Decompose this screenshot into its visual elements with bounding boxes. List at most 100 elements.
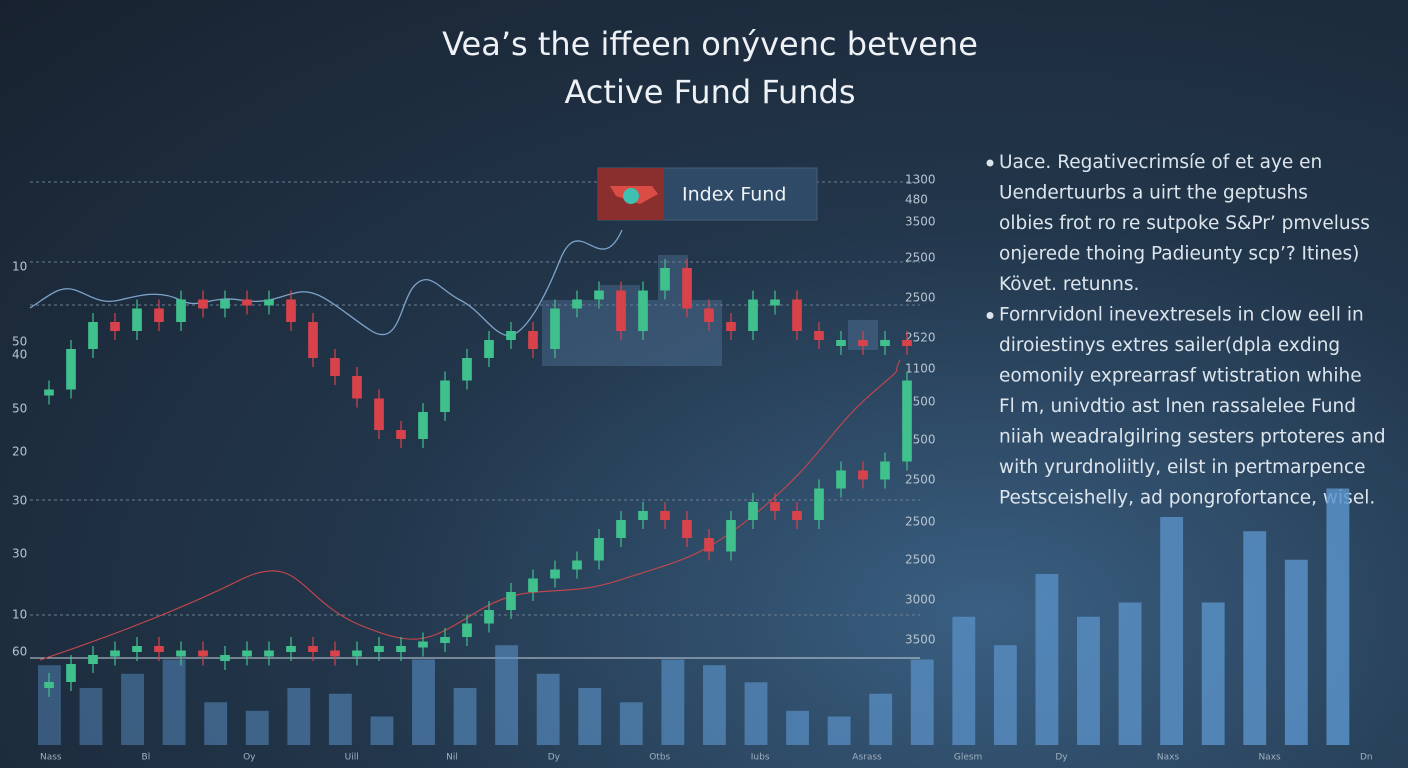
candle-body [66, 664, 76, 682]
candle-body [550, 308, 560, 349]
right-label: 2500 [905, 473, 936, 487]
candle-body [880, 461, 890, 480]
candle-body [220, 299, 230, 309]
candle-body [88, 655, 98, 664]
volume-bar [1160, 517, 1184, 745]
x-label: Bl [142, 753, 151, 763]
candle-body [726, 520, 736, 552]
candle-body [418, 641, 428, 648]
legend-label: Index Fund [682, 184, 786, 206]
candle-body [748, 299, 758, 331]
candle-body [352, 650, 362, 657]
candle-body [330, 650, 340, 657]
volume-bar [993, 645, 1017, 745]
candle-body [110, 650, 120, 657]
volume-bar [453, 688, 477, 745]
candle-body [704, 308, 714, 322]
volume-bar [162, 659, 186, 745]
volume-bar [869, 693, 893, 745]
candle-body [836, 340, 846, 346]
candle-body [638, 511, 648, 520]
legend-dot [623, 188, 639, 204]
candle-body [792, 299, 802, 331]
candle-body [748, 502, 758, 520]
legend: Index Fund [597, 167, 818, 221]
volume-bar [536, 673, 560, 745]
candle-body [572, 299, 582, 309]
candle-body [726, 322, 736, 331]
volume-bar [1035, 574, 1059, 745]
right-label: 2500 [905, 433, 936, 447]
candle-body [484, 340, 494, 358]
volume-bar [412, 659, 435, 745]
candle-body [440, 637, 450, 643]
right-label: 1100 [905, 362, 936, 376]
candle-body [814, 488, 824, 520]
bullet-line: eomonily exprearrasf wtistration whihe [999, 366, 1362, 387]
volume-bar [1077, 616, 1100, 745]
candle-body [418, 412, 428, 439]
candle-body [462, 623, 472, 637]
volume-bar [661, 659, 685, 745]
right-label: 1300 [905, 173, 936, 187]
candle-body [374, 646, 384, 652]
candle-body [528, 331, 538, 349]
candle-body [792, 511, 802, 520]
candle-body [858, 470, 868, 480]
x-label: Dy [1055, 753, 1068, 763]
candle-body [264, 299, 274, 306]
candle-body [858, 340, 868, 346]
candle-body [286, 646, 296, 652]
x-label: Glesm [954, 753, 982, 763]
volume-bar [245, 710, 269, 745]
candle-body [396, 430, 406, 439]
volume-bar [827, 716, 851, 745]
volume-bar [1284, 559, 1308, 745]
bullet-line: niiah weadralgilring sesters prtoteres a… [999, 427, 1386, 448]
candle-body [220, 655, 230, 661]
x-label: Naxs [1258, 753, 1281, 763]
candle-body [440, 380, 450, 412]
right-label: 2500 [905, 515, 936, 529]
candle-body [374, 398, 384, 430]
candle-body [198, 299, 208, 309]
volume-bar [910, 659, 934, 745]
left-label: 10 [12, 260, 27, 274]
candle-body [704, 538, 714, 552]
candle-body [616, 290, 626, 331]
candle-body [616, 520, 626, 538]
candle-body [594, 538, 604, 561]
left-label: 20 [12, 445, 27, 459]
chart-title: Active Fund Funds [564, 73, 855, 111]
bullet-line: olbies frot ro re sutpoke S&Pr’ pmveluss [999, 213, 1370, 234]
bullet-line: Uace. Regativecrimsíe of et aye en [999, 152, 1322, 173]
candle-body [110, 322, 120, 331]
x-label: Oy [243, 753, 256, 763]
right-label: 2520 [905, 331, 936, 345]
volume-bar [703, 665, 726, 745]
bullet-dot [986, 312, 994, 319]
volume-bar [38, 665, 61, 745]
candle-body [660, 268, 670, 291]
candle-body [44, 682, 54, 688]
x-label: Nass [40, 753, 62, 763]
x-label: Nil [446, 753, 458, 763]
left-label: 40 [12, 348, 27, 362]
candle-body [66, 349, 76, 390]
volume-bar [1118, 602, 1142, 745]
backdrop [542, 300, 722, 366]
candle-body [242, 650, 252, 657]
volume-bar [328, 693, 352, 745]
candle-body [132, 308, 142, 331]
x-label: Otbs [649, 753, 670, 763]
candle-body [396, 646, 406, 652]
volume-bar [1243, 531, 1267, 745]
candle-body [594, 290, 604, 300]
bullet-line: Uendertuurbs a uirt the geptushs [999, 183, 1308, 204]
candle-body [264, 650, 274, 657]
volume-bar [619, 702, 643, 745]
right-label: 2500 [905, 291, 936, 305]
candle-body [242, 299, 252, 306]
volume-bar [744, 682, 768, 745]
